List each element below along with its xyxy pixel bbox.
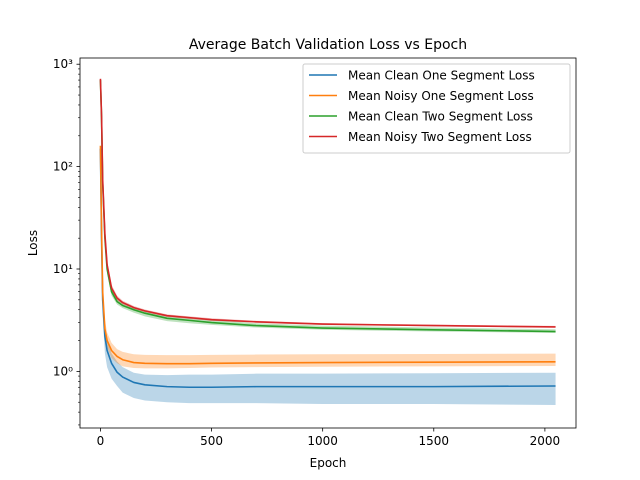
legend-label-2: Mean Clean Two Segment Loss [348,110,533,124]
x-tick-label-2: 1000 [307,434,338,448]
y-tick-label-0: 10⁰ [53,364,73,378]
y-axis-label: Loss [26,230,40,256]
legend-label-0: Mean Clean One Segment Loss [348,69,535,83]
legend-box [302,63,571,154]
x-tick-label-3: 1500 [419,434,450,448]
legend-label-3: Mean Noisy Two Segment Loss [348,130,532,144]
x-axis-label: Epoch [310,456,347,470]
series-band-0 [100,145,556,405]
x-tick-label-4: 2000 [530,434,561,448]
plot-frame [79,57,577,429]
series-line-1 [99,145,556,365]
legend-label-1: Mean Noisy One Segment Loss [348,89,534,103]
legend: Mean Clean One Segment Loss Mean Noisy On… [302,63,571,154]
x-tick-label-1: 500 [200,434,223,448]
y-tick-label-2: 10² [53,160,73,174]
y-tick-label-1: 10¹ [53,262,73,276]
y-tick-label-3: 10³ [53,57,73,71]
series-line-3 [99,78,556,328]
chart-title: Average Batch Validation Loss vs Epoch [189,37,467,53]
x-tick-label-0: 0 [97,434,105,448]
